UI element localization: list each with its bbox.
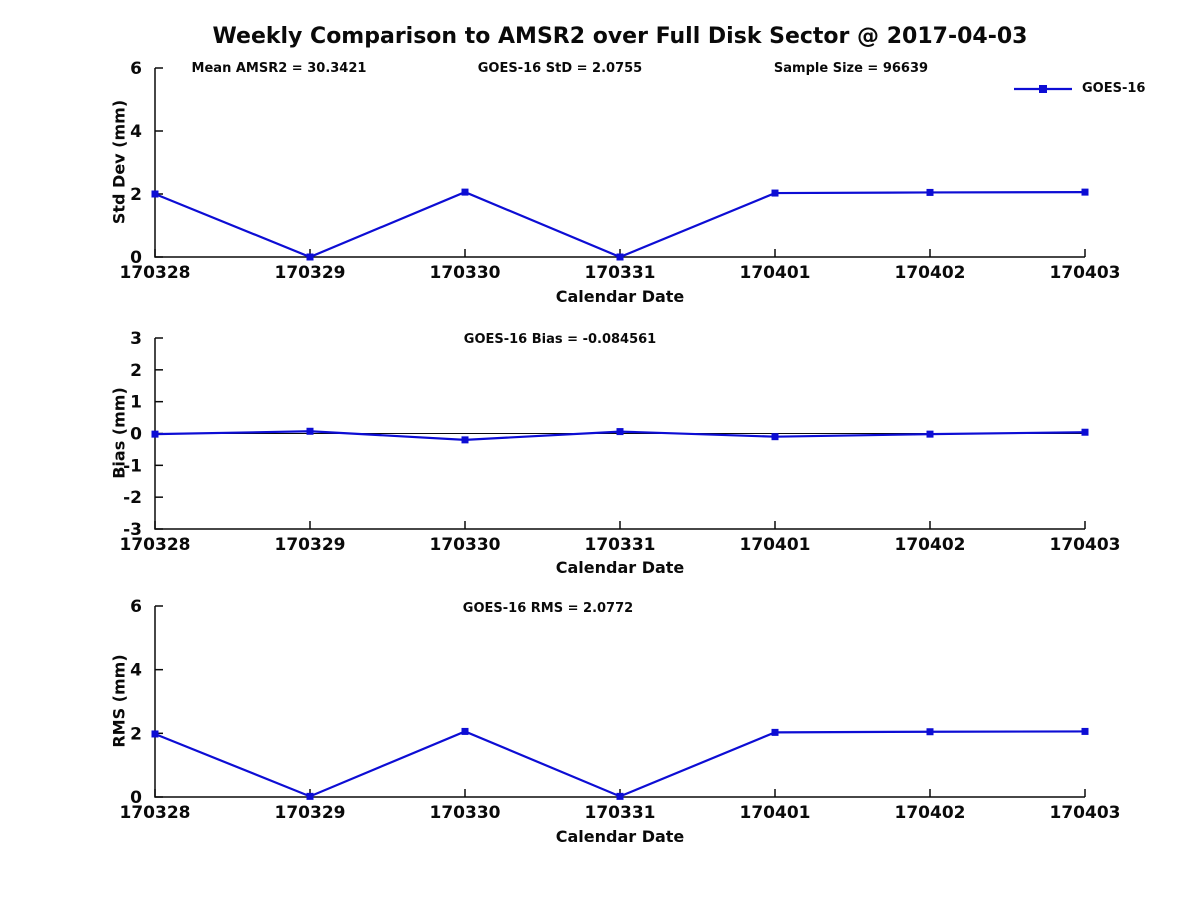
y-tick-label: 4: [130, 661, 142, 681]
x-tick-label: 170330: [430, 535, 501, 555]
xlabel-middle: Calendar Date: [555, 558, 685, 577]
data-point-marker: [771, 433, 779, 441]
xlabel-top: Calendar Date: [555, 287, 685, 306]
data-line-goes-16: [154, 730, 1086, 798]
y-tick-label: 2: [130, 361, 142, 381]
data-point-marker: [926, 188, 934, 196]
annotation-goes16-std: GOES-16 StD = 2.0755: [477, 61, 643, 76]
y-tick-label: 0: [130, 425, 142, 445]
annotation-goes16-rms: GOES-16 RMS = 2.0772: [462, 601, 634, 616]
y-tick-label: -3: [123, 520, 142, 540]
legend-line-sample: [1014, 84, 1072, 93]
xlabel-bottom: Calendar Date: [555, 827, 685, 846]
legend-label: GOES-16: [1082, 81, 1146, 96]
annotation-mean-amsr2: Mean AMSR2 = 30.3421: [191, 61, 367, 76]
data-point-marker: [151, 430, 159, 438]
x-tick-label: 170330: [430, 803, 501, 823]
y-tick-label: 6: [130, 597, 142, 617]
figure-title: Weekly Comparison to AMSR2 over Full Dis…: [212, 24, 1028, 49]
legend-marker-icon: [1039, 84, 1047, 93]
data-point-marker: [306, 792, 314, 800]
data-line-goes-16: [154, 190, 1086, 259]
x-tick-label: 170403: [1050, 263, 1121, 283]
annotation-sample-size: Sample Size = 96639: [773, 61, 929, 76]
data-point-marker: [1081, 188, 1089, 196]
y-tick-label: 6: [130, 59, 142, 79]
x-tick-label: 170331: [585, 803, 656, 823]
data-point-marker: [616, 428, 624, 436]
x-tick-label: 170329: [275, 263, 346, 283]
data-point-marker: [926, 430, 934, 438]
x-tick-label: 170402: [895, 535, 966, 555]
data-point-marker: [1081, 428, 1089, 436]
data-point-marker: [771, 189, 779, 197]
data-point-marker: [616, 253, 624, 261]
data-point-marker: [1081, 727, 1089, 735]
x-tick-label: 170403: [1050, 803, 1121, 823]
y-tick-label: 2: [130, 724, 142, 744]
legend: GOES-16: [1012, 81, 1145, 96]
x-tick-label: 170402: [895, 263, 966, 283]
data-point-marker: [616, 792, 624, 800]
y-tick-label: 2: [130, 185, 142, 205]
data-point-marker: [461, 436, 469, 444]
x-tick-label: 170330: [430, 263, 501, 283]
x-tick-label: 170403: [1050, 535, 1121, 555]
x-tick-label: 170331: [585, 535, 656, 555]
data-point-marker: [926, 728, 934, 736]
x-tick-label: 170328: [120, 803, 191, 823]
x-tick-label: 170328: [120, 535, 191, 555]
y-tick-label: -2: [123, 488, 142, 508]
y-tick-label: -1: [123, 456, 142, 476]
x-tick-label: 170328: [120, 263, 191, 283]
data-point-marker: [151, 190, 159, 198]
data-point-marker: [306, 253, 314, 261]
x-tick-label: 170402: [895, 803, 966, 823]
x-tick-label: 170401: [740, 803, 811, 823]
data-point-marker: [151, 730, 159, 738]
y-tick-label: 3: [130, 329, 142, 349]
y-tick-label: 0: [130, 248, 142, 268]
y-tick-label: 4: [130, 122, 142, 142]
x-tick-label: 170329: [275, 803, 346, 823]
x-tick-label: 170401: [740, 535, 811, 555]
annotation-goes16-bias: GOES-16 Bias = -0.084561: [463, 332, 657, 347]
x-tick-label: 170329: [275, 535, 346, 555]
data-point-marker: [306, 427, 314, 435]
data-point-marker: [771, 728, 779, 736]
y-tick-label: 1: [130, 393, 142, 413]
y-tick-label: 0: [130, 788, 142, 808]
data-point-marker: [461, 188, 469, 196]
x-tick-label: 170331: [585, 263, 656, 283]
x-tick-label: 170401: [740, 263, 811, 283]
data-point-marker: [461, 727, 469, 735]
